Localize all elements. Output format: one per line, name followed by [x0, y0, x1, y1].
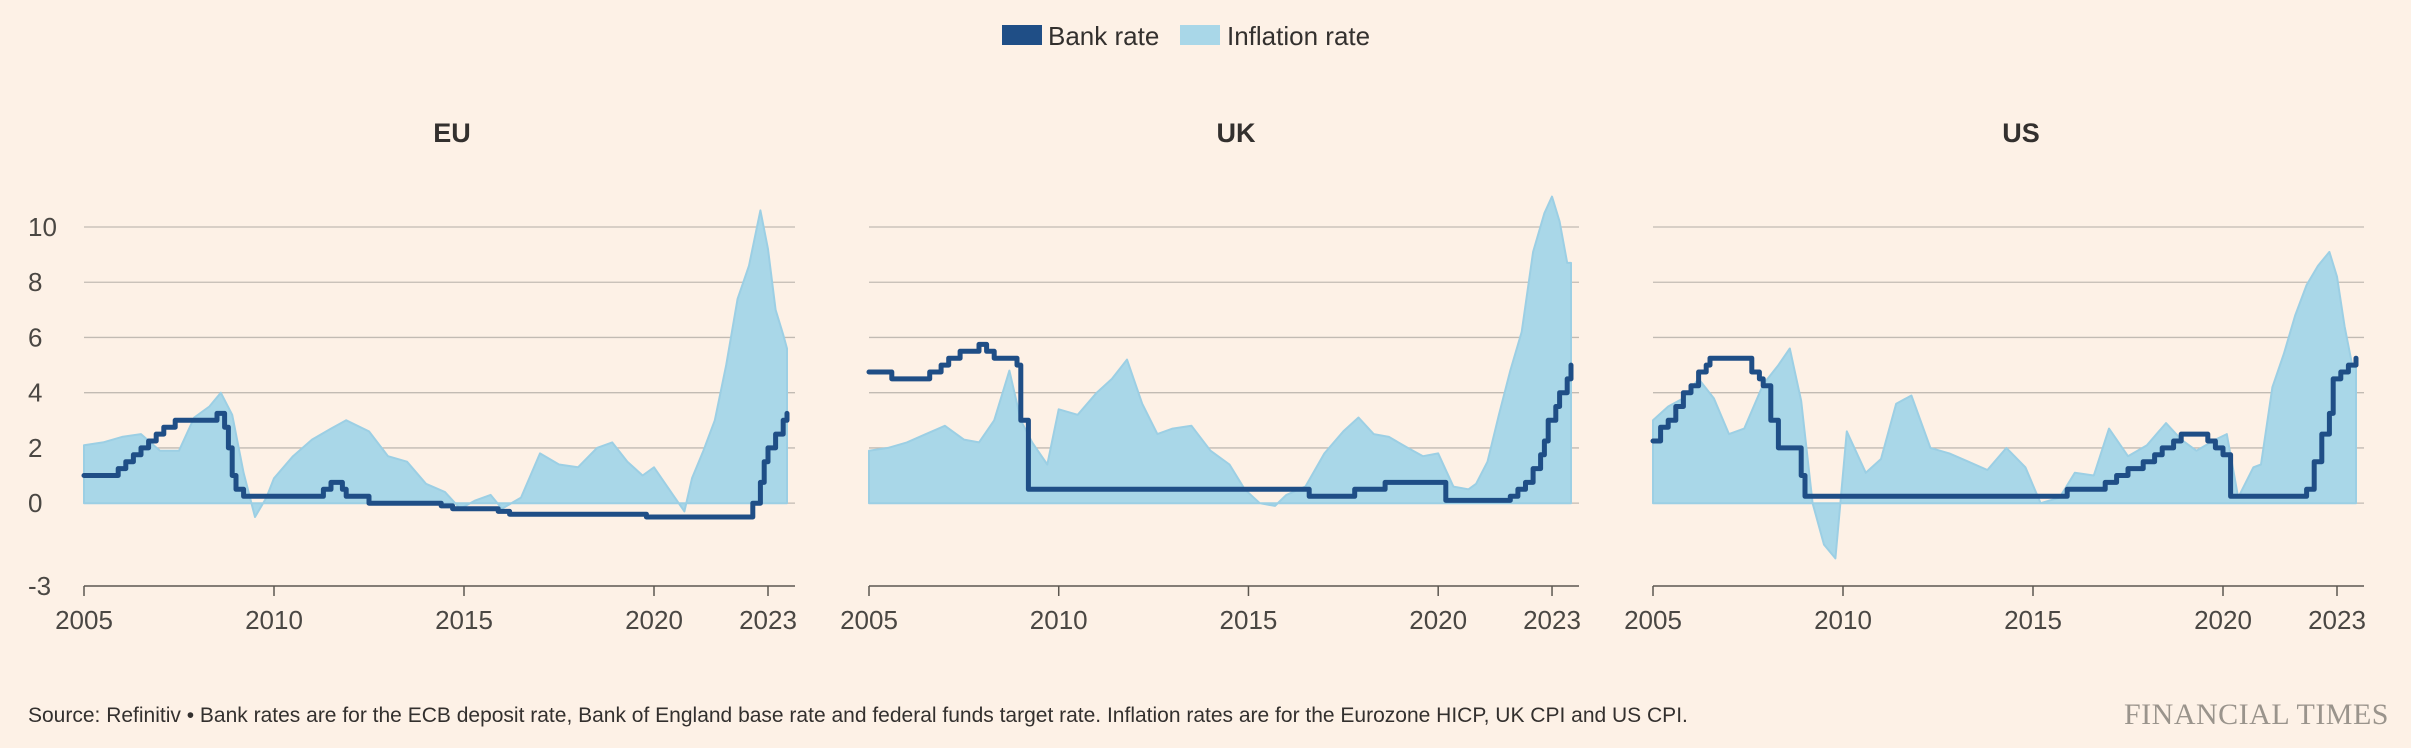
- x-tick-label: 2005: [1624, 605, 1682, 635]
- panel-eu: EU 2005 2010 2015 2020 2023 -3 0 2 4 6 8 10: [28, 118, 797, 635]
- panel-title: US: [2002, 118, 2040, 148]
- x-tick-label: 2020: [1409, 605, 1467, 635]
- x-tick-label: 2010: [1814, 605, 1872, 635]
- x-tick-label: 2010: [1030, 605, 1088, 635]
- x-tick-label: 2015: [2004, 605, 2062, 635]
- y-tick-label: 4: [28, 378, 42, 408]
- y-tick-label: 2: [28, 433, 42, 463]
- y-tick-label: -3: [28, 571, 51, 601]
- x-tick-label: 2015: [435, 605, 493, 635]
- y-tick-label: 10: [28, 212, 57, 242]
- inflation-area: [1652, 250, 2357, 560]
- x-tick-label: 2005: [840, 605, 898, 635]
- y-tick-label: 0: [28, 488, 42, 518]
- x-tick-label: 2023: [1523, 605, 1581, 635]
- bank-rate-line: [866, 341, 1574, 503]
- bank-rate-line: [81, 410, 790, 520]
- ft-logo: FINANCIAL TIMES: [2123, 698, 2389, 731]
- panel-us: US 2005 2010 2015 2020 2023: [1624, 118, 2366, 635]
- x-tick-label: 2015: [1220, 605, 1278, 635]
- y-tick-label: 8: [28, 267, 42, 297]
- y-tick-label: 6: [28, 322, 42, 352]
- x-tick-label: 2023: [739, 605, 797, 635]
- panel-title: EU: [433, 118, 471, 148]
- x-tick-label: 2005: [55, 605, 113, 635]
- panel-title: UK: [1217, 118, 1256, 148]
- inflation-area: [868, 195, 1572, 507]
- legend: Bank rate Inflation rate: [1002, 21, 1370, 51]
- legend-swatch-bank: [1002, 25, 1042, 45]
- legend-label-bank: Bank rate: [1048, 21, 1159, 51]
- source-note: Source: Refinitiv • Bank rates are for t…: [28, 704, 1688, 727]
- legend-label-inflation: Inflation rate: [1227, 21, 1370, 51]
- x-tick-label: 2020: [625, 605, 683, 635]
- panel-uk: UK 2005 2010 2015 2020 2023: [840, 118, 1581, 635]
- inflation-area: [83, 209, 788, 518]
- bank-rate-line: [1650, 355, 2359, 499]
- legend-swatch-inflation: [1180, 25, 1220, 45]
- x-tick-label: 2020: [2194, 605, 2252, 635]
- x-tick-label: 2010: [245, 605, 303, 635]
- x-tick-label: 2023: [2308, 605, 2366, 635]
